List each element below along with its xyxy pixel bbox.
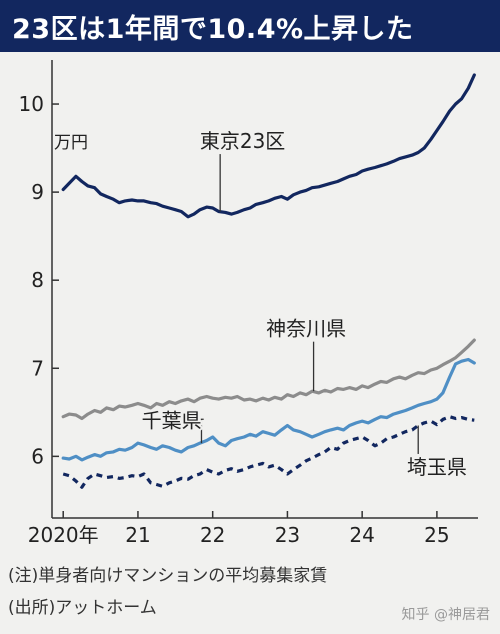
x-tick-label: 23 [275,523,300,547]
leader-line [200,418,204,444]
series-line-1 [61,73,476,219]
y-tick-label: 9 [31,180,44,204]
x-tick-label: 21 [125,523,150,547]
series-line-4 [62,415,475,489]
y-tick-label: 10 [19,92,44,116]
chart-title: 23区は1年間で10.4%上昇した [12,13,414,45]
watermark: 知乎 @神居君 [401,607,490,623]
note-line-1: (注)単身者向けマンションの平均募集家賃 [8,566,328,586]
series-line-2 [61,338,476,421]
x-tick-label: 2020年 [28,523,99,547]
series-label: 東京23区 [200,129,285,153]
x-tick-label: 24 [349,523,374,547]
chart-header: 23区は1年間で10.4%上昇した [0,0,500,52]
series-label: 神奈川県 [266,317,346,341]
series-label: 千葉県 [142,408,202,432]
series-label: 埼玉県 [407,455,467,479]
y-tick-label: 8 [31,268,44,292]
unit-label: 万円 [54,133,88,153]
note-line-2: (出所)アットホーム [8,598,157,618]
chart-notes: (注)単身者向けマンションの平均募集家賃 (出所)アットホーム [8,560,478,624]
x-tick-label: 22 [200,523,225,547]
y-tick-label: 6 [31,444,44,468]
x-tick-label: 25 [424,523,449,547]
y-tick-label: 7 [31,356,44,380]
series-line-3 [61,357,476,462]
